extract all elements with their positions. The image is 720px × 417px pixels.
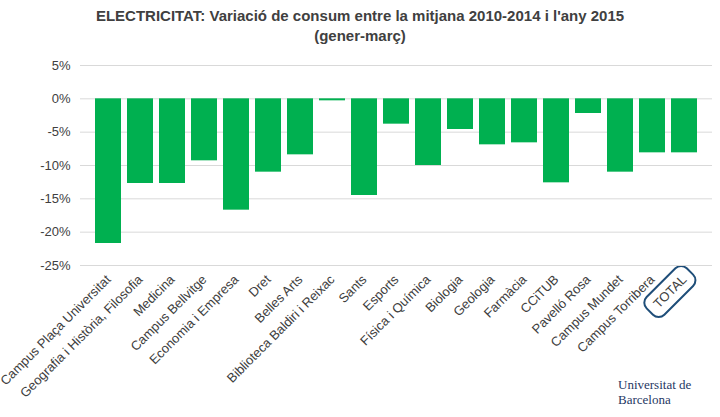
svg-text:Geologia: Geologia	[450, 271, 498, 320]
svg-text:-20%: -20%	[40, 224, 71, 239]
svg-text:Sants: Sants	[335, 271, 370, 306]
svg-text:Belles Arts: Belles Arts	[251, 271, 306, 326]
svg-text:0%: 0%	[52, 91, 71, 106]
svg-text:Geografia i Història, Filosofi: Geografia i Història, Filosofia	[17, 271, 146, 400]
svg-text:Esports: Esports	[359, 271, 402, 314]
svg-text:CCiTUB: CCiTUB	[517, 271, 562, 317]
svg-text:-25%: -25%	[40, 258, 71, 273]
svg-text:Física i Química: Física i Química	[357, 271, 434, 348]
svg-text:Farmàcia: Farmàcia	[481, 271, 530, 320]
svg-text:TOTAL: TOTAL	[650, 272, 689, 311]
svg-text:Campus Mundet: Campus Mundet	[547, 271, 626, 350]
svg-text:Medicina: Medicina	[130, 271, 178, 320]
svg-text:-5%: -5%	[47, 124, 71, 139]
svg-text:Economia i Empresa: Economia i Empresa	[146, 271, 242, 367]
svg-text:Campus Torribera: Campus Torribera	[574, 271, 658, 355]
svg-text:Pavelló Rosa: Pavelló Rosa	[528, 271, 594, 337]
svg-text:Campus Bellvitge: Campus Bellvitge	[127, 271, 210, 354]
svg-text:5%: 5%	[52, 58, 71, 73]
svg-text:Dret: Dret	[246, 272, 274, 300]
svg-text:Biologia: Biologia	[422, 271, 466, 316]
html-text:ELECTRICITAT: Variació de cons: ELECTRICITAT: Variació de consum entre l…	[95, 7, 625, 44]
html-text:Universitat de Barcelona: Universitat de Barcelona	[618, 377, 692, 407]
svg-text:Biblioteca Baldiri i Reixac: Biblioteca Baldiri i Reixac	[224, 271, 338, 385]
svg-text:-10%: -10%	[40, 158, 71, 173]
svg-text:-15%: -15%	[40, 191, 71, 206]
